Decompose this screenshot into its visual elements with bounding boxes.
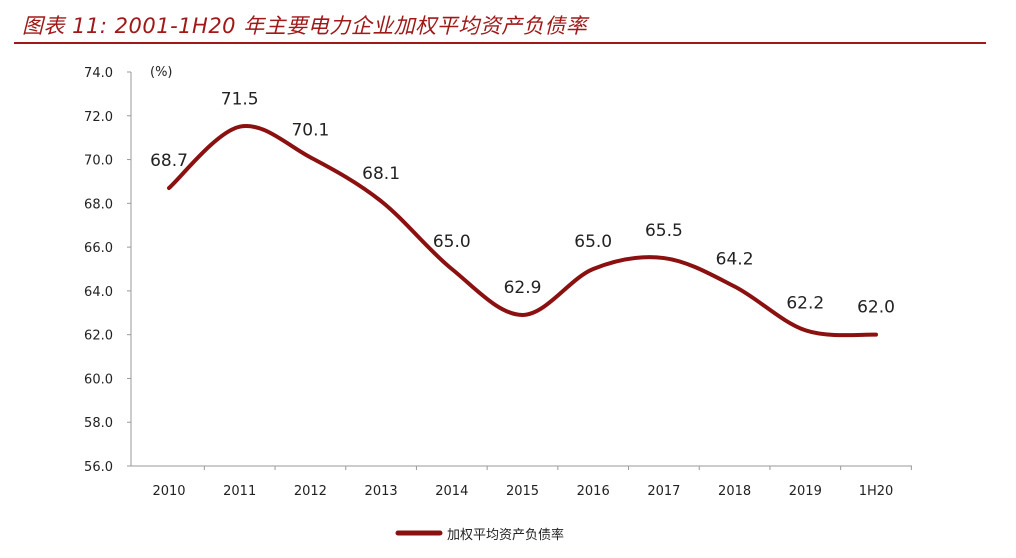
x-tick-label: 2015: [506, 484, 539, 499]
y-axis-unit: (%): [150, 65, 173, 80]
x-tick-label: 2017: [647, 484, 680, 499]
data-label: 68.7: [150, 151, 188, 171]
x-tick-label: 2011: [223, 484, 256, 499]
data-label: 70.1: [291, 120, 329, 140]
y-tick-label: 64.0: [84, 285, 113, 300]
chart-title: 图表 11: 2001-1H20 年主要电力企业加权平均资产负债率: [22, 14, 588, 38]
x-tick-label: 1H20: [859, 484, 894, 499]
x-tick-label: 2012: [294, 484, 327, 499]
legend-label: 加权平均资产负债率: [447, 527, 564, 543]
data-label: 71.5: [221, 90, 259, 110]
y-tick-label: 56.0: [84, 460, 113, 475]
y-tick-label: 60.0: [84, 372, 113, 387]
title-rule: [14, 42, 986, 44]
y-tick-label: 74.0: [84, 66, 113, 81]
x-tick-label: 2016: [577, 484, 610, 499]
y-tick-label: 62.0: [84, 329, 113, 344]
x-tick-label: 2010: [152, 484, 185, 499]
x-tick-label: 2013: [365, 484, 398, 499]
data-label: 65.0: [433, 232, 471, 252]
data-label: 62.9: [504, 278, 542, 298]
data-label: 65.5: [645, 221, 683, 241]
data-label: 68.1: [362, 164, 400, 184]
y-tick-label: 70.0: [84, 154, 113, 169]
data-label: 62.0: [857, 298, 895, 318]
data-label: 62.2: [786, 293, 824, 313]
data-label: 65.0: [574, 232, 612, 252]
x-tick-label: 2018: [718, 484, 751, 499]
y-tick-label: 66.0: [84, 241, 113, 256]
x-tick-label: 2014: [435, 484, 468, 499]
y-tick-label: 58.0: [84, 416, 113, 431]
x-tick-label: 2019: [789, 484, 822, 499]
y-tick-label: 68.0: [84, 197, 113, 212]
data-label: 64.2: [716, 250, 754, 270]
series-line: [167, 124, 878, 338]
y-tick-label: 72.0: [84, 110, 113, 125]
